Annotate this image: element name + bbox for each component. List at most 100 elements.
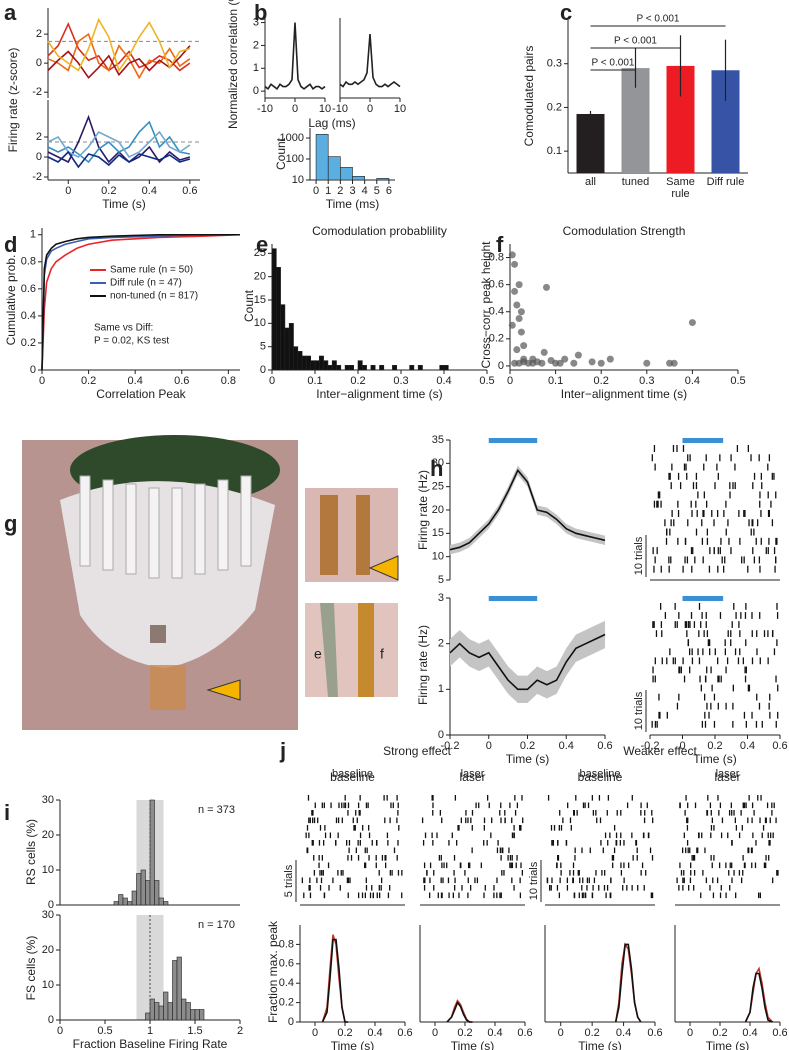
- scatter-point: [517, 328, 525, 336]
- x-tick-label: 0: [432, 1027, 438, 1039]
- series-line: [47, 120, 191, 164]
- histogram-bar: [370, 365, 376, 371]
- scatter-point: [670, 359, 678, 367]
- y-tick-label: 0.4: [489, 306, 504, 318]
- x-tick-label: 0.6: [174, 375, 189, 387]
- histogram-bar: [357, 360, 363, 371]
- scatter-point: [515, 315, 523, 323]
- x-tick-label: 0.3: [639, 375, 654, 387]
- histogram-bar: [271, 248, 277, 371]
- histogram-bar: [122, 897, 128, 906]
- x-tick-label: 0: [486, 740, 492, 752]
- inset-label: f: [380, 646, 384, 662]
- scatter-point: [688, 319, 696, 327]
- laser-bar: [682, 438, 724, 443]
- x-tick-label: 1: [325, 185, 331, 197]
- laser-bar: [682, 596, 724, 601]
- x-tick-label: 0: [312, 1027, 318, 1039]
- x-tick-label: 0.4: [487, 1027, 502, 1039]
- x-axis-label: Inter−alignment time (s): [561, 387, 687, 401]
- y-tick-label: 10: [42, 864, 54, 876]
- x-tick-label-box: tuned: [621, 176, 650, 188]
- x-tick-label: 0.4: [142, 185, 157, 197]
- panel-letter: b: [254, 0, 267, 25]
- histogram-bar: [340, 167, 353, 181]
- x-axis-label: Time (s): [706, 1039, 750, 1050]
- x-tick-label: 0.6: [517, 1027, 532, 1039]
- laser-bar: [488, 596, 538, 601]
- x-tick-label: -10: [332, 103, 348, 115]
- significance-label: P < 0.001: [637, 14, 680, 25]
- microdrive-post: [194, 483, 206, 575]
- y-tick-label: 0: [48, 1014, 54, 1026]
- series-line: [614, 943, 642, 1023]
- x-axis-label: Time (ms): [326, 197, 380, 211]
- panel-letter: a: [4, 0, 17, 25]
- x-tick-label: tuned: [621, 176, 650, 188]
- histogram-bar: [127, 901, 133, 906]
- error-band: [450, 620, 605, 704]
- y-tick-label: 25: [254, 247, 266, 259]
- series-line: [446, 1000, 473, 1023]
- x-tick-label: -0.2: [641, 740, 660, 752]
- x-tick-label: 0.8: [221, 375, 236, 387]
- histogram-bar: [158, 1005, 164, 1021]
- histogram-bar: [194, 1009, 200, 1021]
- y-tick-label: 20: [254, 271, 266, 283]
- panel-letter: d: [4, 232, 17, 257]
- scatter-point: [511, 287, 519, 295]
- y-tick-label: 15: [254, 294, 266, 306]
- chart-subtitle: baseline: [580, 768, 621, 780]
- histogram-bar: [275, 267, 281, 371]
- x-tick-label: 0: [558, 1027, 564, 1039]
- group-title: Strong effect: [383, 744, 451, 758]
- histogram-bar: [163, 901, 169, 906]
- y-tick-label: 35: [432, 434, 444, 446]
- y-tick-label: 10: [432, 551, 444, 563]
- series-line: [614, 942, 642, 1023]
- panel-letter: g: [4, 511, 17, 536]
- x-tick-label: 6: [386, 185, 392, 197]
- series-line: [47, 45, 191, 79]
- x-tick-label: all: [584, 176, 596, 188]
- scatter-point: [508, 251, 516, 259]
- laser-bar: [488, 438, 538, 443]
- y-axis-label: Firing rate (Hz): [416, 470, 430, 550]
- y-tick-label: 0.6: [21, 283, 36, 295]
- scatter-point: [556, 359, 564, 367]
- y-axis-label: Firing rate (z-score): [6, 48, 20, 153]
- legend-label: Diff rule (n = 47): [110, 278, 182, 289]
- x-tick-label: 0.4: [742, 1027, 757, 1039]
- x-tick-label: 3: [349, 185, 355, 197]
- histogram-bar: [297, 351, 303, 371]
- x-tick-label: 0.2: [81, 375, 96, 387]
- x-tick-label: 0.3: [393, 375, 408, 387]
- histogram-bar: [172, 960, 178, 1021]
- chart-title: baseline: [330, 770, 375, 784]
- histogram-bar: [145, 880, 151, 906]
- chart-subtitle: laser: [716, 768, 740, 780]
- histogram-bar: [154, 1002, 160, 1021]
- y-tick-label: 0: [288, 1016, 294, 1028]
- histogram-bar: [314, 360, 320, 371]
- x-tick-label: 0: [65, 185, 71, 197]
- chart-title: laser: [714, 770, 740, 784]
- x-tick-label: 0.5: [97, 1025, 112, 1037]
- x-tick-label: 0: [687, 1027, 693, 1039]
- bar: [576, 113, 605, 173]
- histogram-bar: [327, 156, 341, 181]
- y-tick-label: 0.2: [489, 333, 504, 345]
- y-tick-label: -2: [32, 86, 42, 98]
- histogram-bar: [392, 365, 397, 371]
- x-tick-label: 0: [507, 375, 513, 387]
- histogram-bar: [310, 360, 316, 371]
- chart-title: laser: [459, 770, 485, 784]
- x-tick-label: 0.4: [559, 740, 574, 752]
- y-tick-label: 0: [48, 899, 54, 911]
- x-tick-label: 0.5: [730, 375, 745, 387]
- scatter-point: [588, 358, 596, 366]
- y-tick-label: 1: [438, 683, 444, 695]
- x-tick-label: 5: [374, 185, 380, 197]
- y-tick-label: 30: [42, 909, 54, 921]
- y-tick-label: 10: [42, 979, 54, 991]
